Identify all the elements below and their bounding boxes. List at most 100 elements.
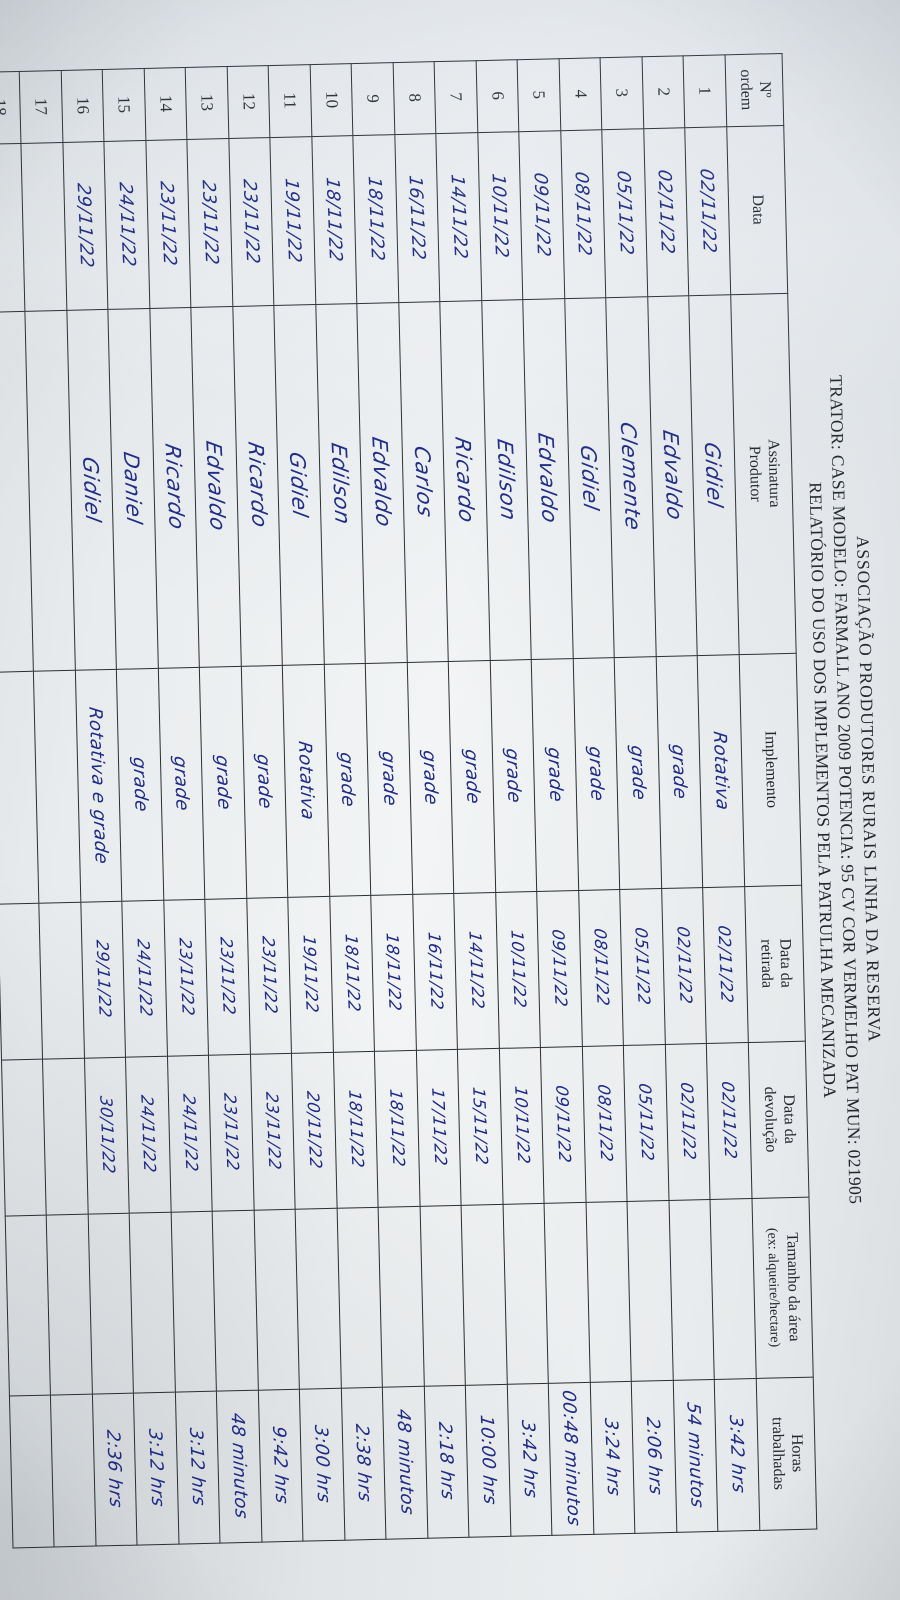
handwriting-devolucao: 18/11/22 <box>345 1089 368 1170</box>
cell-area <box>668 1198 715 1380</box>
handwriting-data: 16/11/22 <box>405 174 430 261</box>
handwriting-assinatura: Gidiel <box>285 449 313 520</box>
handwriting-horas: 3:12 hrs <box>144 1428 169 1509</box>
cell-data: 05/11/22 <box>602 128 648 298</box>
cell-retirada: 08/11/22 <box>578 889 624 1046</box>
handwriting-implemento: grade <box>128 755 152 813</box>
cell-implemento: grade <box>489 659 537 892</box>
cell-retirada: 24/11/22 <box>122 899 168 1057</box>
handwriting-assinatura: Edilson <box>492 436 521 523</box>
handwriting-retirada: 18/11/22 <box>382 932 406 1013</box>
cell-area <box>253 1208 300 1390</box>
cell-ordem: 17 <box>19 69 63 143</box>
cell-data: 14/11/22 <box>436 132 482 302</box>
cell-ordem: 11 <box>268 64 312 138</box>
cell-horas: 3:12 hrs <box>175 1390 221 1544</box>
handwriting-assinatura: Gidiel <box>700 439 728 510</box>
handwriting-data: 29/11/22 <box>73 182 98 269</box>
cell-assinatura: Clemente <box>605 296 656 658</box>
cell-data: 29/11/22 <box>62 140 109 310</box>
cell-data: 10/11/22 <box>477 131 523 301</box>
col-header-horas: Horas trabalhadas <box>755 1376 817 1530</box>
cell-retirada: 10/11/22 <box>495 890 541 1048</box>
handwriting-devolucao: 23/11/22 <box>262 1091 285 1172</box>
cell-ordem: 15 <box>102 68 146 141</box>
col-header-horas-l1: Horas <box>787 1433 806 1473</box>
handwriting-implemento: Rotativa e grade <box>84 705 113 865</box>
col-header-ordem-l2: ordem <box>736 69 755 111</box>
cell-assinatura: Ricardo <box>232 305 283 666</box>
cell-retirada: 23/11/22 <box>205 897 251 1055</box>
handwriting-retirada: 24/11/22 <box>134 938 157 1019</box>
col-header-retirada-l1: Data da <box>776 938 795 989</box>
cell-implemento: grade <box>199 665 247 899</box>
cell-retirada: 18/11/22 <box>370 893 417 1051</box>
handwriting-devolucao: 10/11/22 <box>511 1085 534 1166</box>
handwriting-devolucao: 17/11/22 <box>428 1087 451 1168</box>
cell-area <box>585 1200 632 1382</box>
handwriting-data: 24/11/22 <box>114 181 140 268</box>
handwriting-retirada: 29/11/22 <box>92 939 115 1020</box>
cell-devolucao: 30/11/22 <box>84 1056 130 1214</box>
cell-horas: 9:42 hrs <box>258 1388 304 1542</box>
cell-data <box>21 141 67 311</box>
cell-assinatura <box>25 309 76 671</box>
col-header-devolucao: Data da devolução <box>748 1040 809 1199</box>
cell-ordem: 12 <box>226 65 271 139</box>
handwriting-implemento: grade <box>335 750 360 808</box>
col-header-area-l2: (ex: alqueire/hectare) <box>763 1227 782 1348</box>
handwriting-retirada: 09/11/22 <box>548 928 572 1009</box>
handwriting-retirada: 16/11/22 <box>424 931 447 1012</box>
cell-devolucao: 23/11/22 <box>250 1052 296 1210</box>
handwriting-data: 19/11/22 <box>280 177 306 264</box>
handwriting-devolucao: 30/11/22 <box>96 1095 119 1176</box>
cell-horas: 10:00 hrs <box>465 1383 511 1537</box>
col-header-assinatura: Assinatura Produtor <box>730 292 796 655</box>
cell-assinatura: Edvaldo <box>191 305 242 667</box>
cell-assinatura: Edvaldo <box>357 302 408 663</box>
handwriting-retirada: 02/11/22 <box>714 924 738 1005</box>
cell-retirada: 23/11/22 <box>246 896 292 1054</box>
cell-horas: 48 minutos <box>216 1389 262 1543</box>
handwriting-implemento: grade <box>543 746 567 803</box>
cell-horas: 54 minutos <box>672 1378 719 1532</box>
handwriting-assinatura: Clemente <box>616 420 646 533</box>
col-header-ordem: Nº ordem <box>724 52 784 127</box>
cell-horas: 3:24 hrs <box>590 1380 636 1534</box>
handwriting-devolucao: 09/11/22 <box>552 1084 575 1165</box>
cell-data: 08/11/22 <box>560 129 606 299</box>
cell-devolucao <box>1 1058 47 1216</box>
col-header-retirada-l2: retirada <box>757 938 776 989</box>
cell-horas <box>9 1394 55 1548</box>
cell-ordem: 18 <box>0 70 22 144</box>
handwriting-implemento: grade <box>626 744 650 802</box>
handwriting-assinatura: Ricardo <box>160 442 189 533</box>
col-header-area: Tamanho da área (ex: alqueire/hectare) <box>751 1196 813 1378</box>
cell-data: 23/11/22 <box>187 138 233 307</box>
cell-implemento: grade <box>531 658 579 891</box>
handwriting-retirada: 19/11/22 <box>299 934 323 1015</box>
cell-data: 19/11/22 <box>270 136 316 306</box>
handwriting-retirada: 23/11/22 <box>216 936 240 1017</box>
handwriting-devolucao: 23/11/22 <box>220 1092 243 1173</box>
cell-data: 23/11/22 <box>145 139 192 308</box>
cell-retirada: 09/11/22 <box>536 889 583 1047</box>
cell-devolucao: 18/11/22 <box>374 1049 420 1207</box>
cell-ordem: 9 <box>351 62 395 136</box>
col-header-ordem-l1: Nº <box>755 80 774 98</box>
handwriting-data: 10/11/22 <box>488 172 513 259</box>
cell-retirada: 16/11/22 <box>412 892 458 1050</box>
cell-ordem: 14 <box>143 67 188 140</box>
cell-retirada <box>39 901 85 1059</box>
handwriting-horas: 3:42 hrs <box>724 1414 750 1495</box>
handwriting-data: 05/11/22 <box>612 169 637 257</box>
handwriting-data: 18/11/22 <box>322 176 347 263</box>
handwriting-horas: 00:48 minutos <box>557 1389 585 1528</box>
handwriting-data: 09/11/22 <box>529 171 555 259</box>
cell-assinatura: Edvaldo <box>647 295 698 657</box>
cell-data: 23/11/22 <box>228 137 275 306</box>
cell-retirada: 23/11/22 <box>163 898 209 1056</box>
cell-devolucao: 20/11/22 <box>291 1051 337 1209</box>
cell-ordem: 13 <box>185 66 229 140</box>
